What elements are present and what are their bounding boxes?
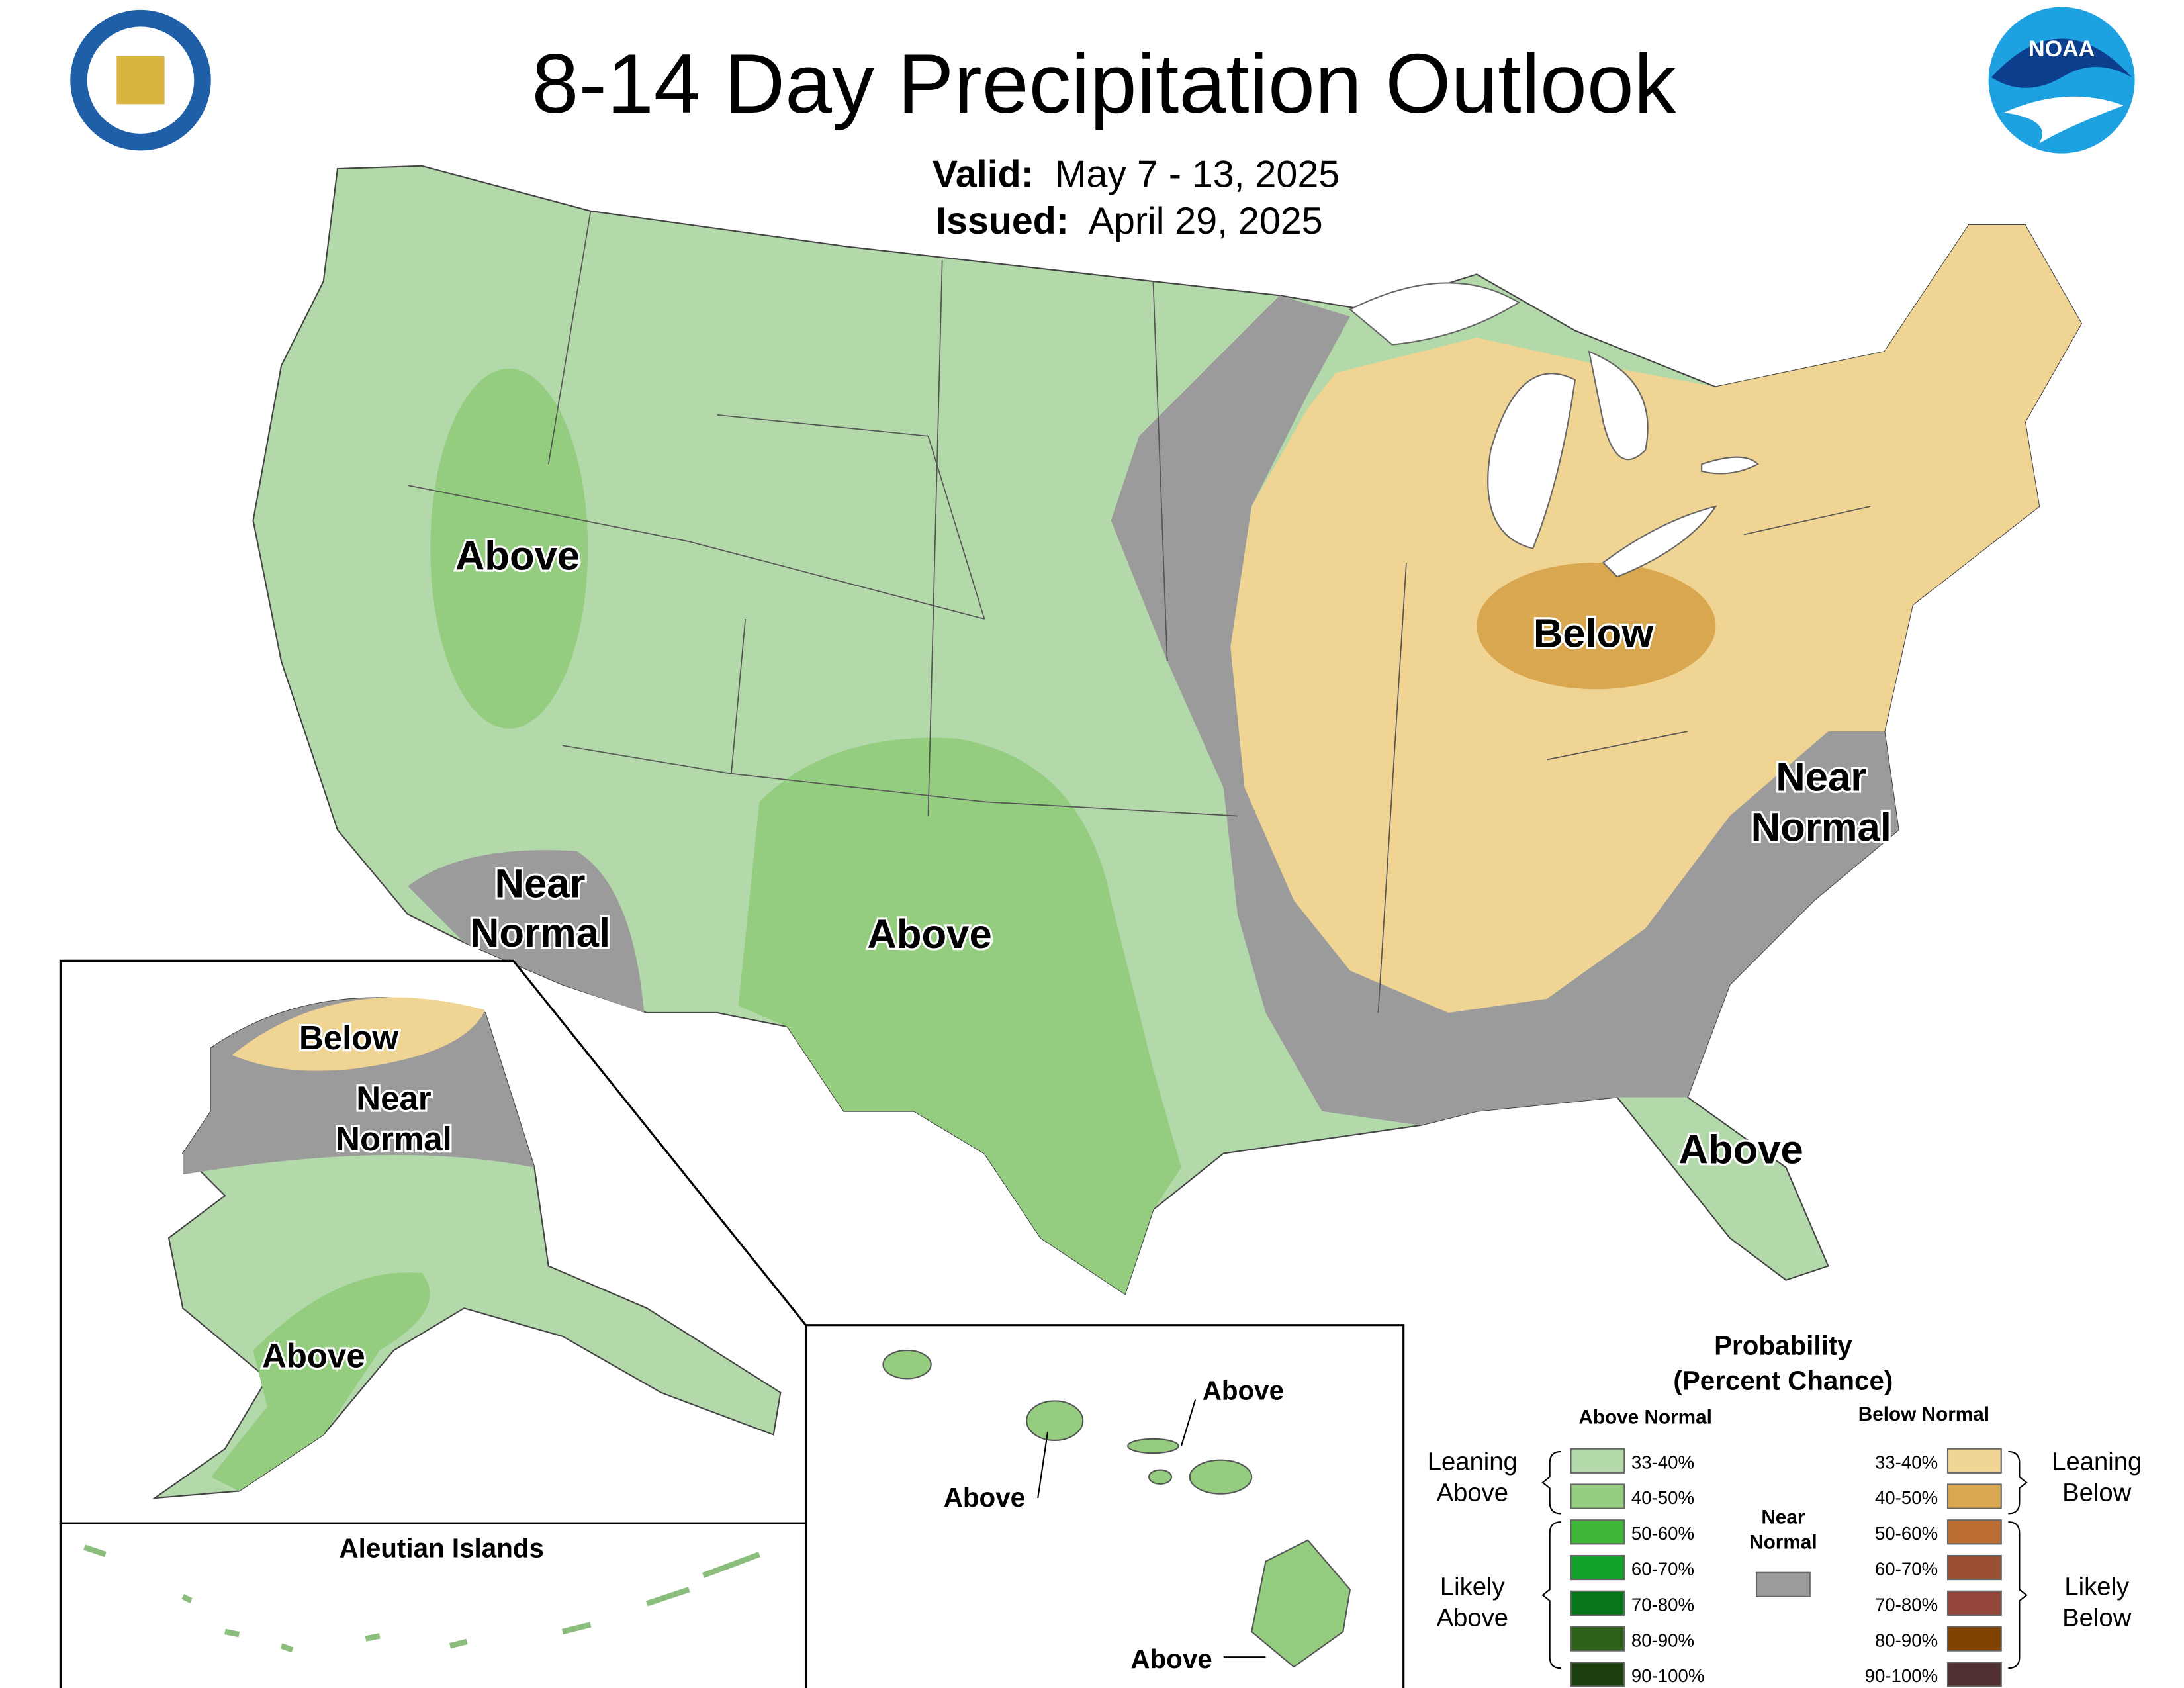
swatch-label: 80-90%: [1631, 1630, 1694, 1650]
legend-subtitle: (Percent Chance): [1673, 1365, 1893, 1395]
noaa-logo: NOAA: [1988, 7, 2135, 154]
swatch: [1946, 1554, 2002, 1581]
swatch: [1570, 1554, 1625, 1581]
region-label: Near: [494, 861, 585, 907]
hawaii: [882, 1349, 1351, 1668]
issued-label: Issued:: [936, 200, 1069, 242]
below-header: Below Normal: [1858, 1403, 1989, 1425]
title: 8-14 Day Precipitation Outlook: [532, 37, 1676, 131]
bracket-label: Above: [1437, 1478, 1508, 1507]
issued-date: April 29, 2025: [1089, 200, 1323, 242]
swatch-label: 33-40%: [1875, 1452, 1938, 1472]
valid-date: May 7 - 13, 2025: [1055, 154, 1340, 196]
swatch: [1570, 1662, 1625, 1687]
bracket-label: Likely: [1440, 1573, 1506, 1601]
swatch: [1946, 1483, 2002, 1509]
swatch-label: 90-100%: [1865, 1665, 1938, 1686]
swatch: [1570, 1519, 1625, 1545]
conus: [252, 165, 2083, 1295]
swatch-label: 90-100%: [1631, 1665, 1705, 1686]
swatch: [1570, 1483, 1625, 1509]
swatch-label: 40-50%: [1875, 1487, 1938, 1508]
swatch-label: 33-40%: [1631, 1452, 1694, 1472]
region-label: Normal: [470, 910, 610, 956]
swatch-label: 70-80%: [1875, 1595, 1938, 1615]
near-label: Near: [1761, 1506, 1805, 1528]
bracket-label: Above: [1437, 1603, 1508, 1632]
near-label: Normal: [1749, 1532, 1817, 1554]
aleutian-islands: [83, 1544, 760, 1653]
swatch-label: 70-80%: [1631, 1595, 1694, 1615]
alaska: [152, 997, 782, 1499]
swatch: [1946, 1590, 2002, 1616]
swatch: [1570, 1590, 1625, 1616]
region-label: Near: [1776, 754, 1866, 800]
swatch-label: 50-60%: [1875, 1523, 1938, 1544]
swatch-label: 40-50%: [1631, 1487, 1694, 1508]
region-label: Normal: [336, 1120, 452, 1158]
commerce-seal: [70, 9, 211, 151]
region-label: Near: [356, 1080, 432, 1117]
bracket-label: Leaning: [2052, 1448, 2142, 1476]
island-label: Above: [944, 1482, 1025, 1513]
region-label: Above: [867, 912, 991, 957]
bracket-label: Below: [2062, 1478, 2132, 1507]
above-header: Above Normal: [1578, 1406, 1712, 1428]
region-label: Below: [1533, 611, 1655, 657]
valid-label: Valid:: [933, 154, 1034, 196]
legend-braces: [1541, 1450, 2028, 1669]
bracket-label: Below: [2062, 1603, 2132, 1632]
bracket-label: Leaning: [1428, 1448, 1518, 1476]
swatch-label: 60-70%: [1875, 1559, 1938, 1579]
legend: Probability (Percent Chance) Above Norma…: [1428, 1330, 2142, 1687]
swatch-label: 80-90%: [1875, 1630, 1938, 1650]
swatch: [1946, 1662, 2002, 1687]
island-label: Above: [1203, 1375, 1284, 1405]
region-label: Normal: [1751, 805, 1891, 851]
region-label: Above: [1679, 1127, 1803, 1172]
swatch-label: 60-70%: [1631, 1559, 1694, 1579]
svg-text:NOAA: NOAA: [2028, 36, 2095, 62]
near-swatch: [1755, 1571, 1811, 1597]
bracket-label: Likely: [2064, 1573, 2130, 1601]
region-label: Below: [299, 1019, 398, 1056]
legend-title: Probability: [1714, 1330, 1852, 1360]
island-label: Above: [1130, 1644, 1212, 1674]
swatch-label: 50-60%: [1631, 1523, 1694, 1544]
region-label: Above: [455, 534, 580, 579]
aleutian-title: Aleutian Islands: [339, 1532, 544, 1563]
swatch: [1570, 1448, 1625, 1474]
swatch: [1570, 1626, 1625, 1652]
swatch: [1946, 1626, 2002, 1652]
swatch: [1946, 1448, 2002, 1474]
swatch: [1946, 1519, 2002, 1545]
aleutian-frame: [59, 1522, 807, 1688]
region-label: Above: [262, 1336, 365, 1374]
